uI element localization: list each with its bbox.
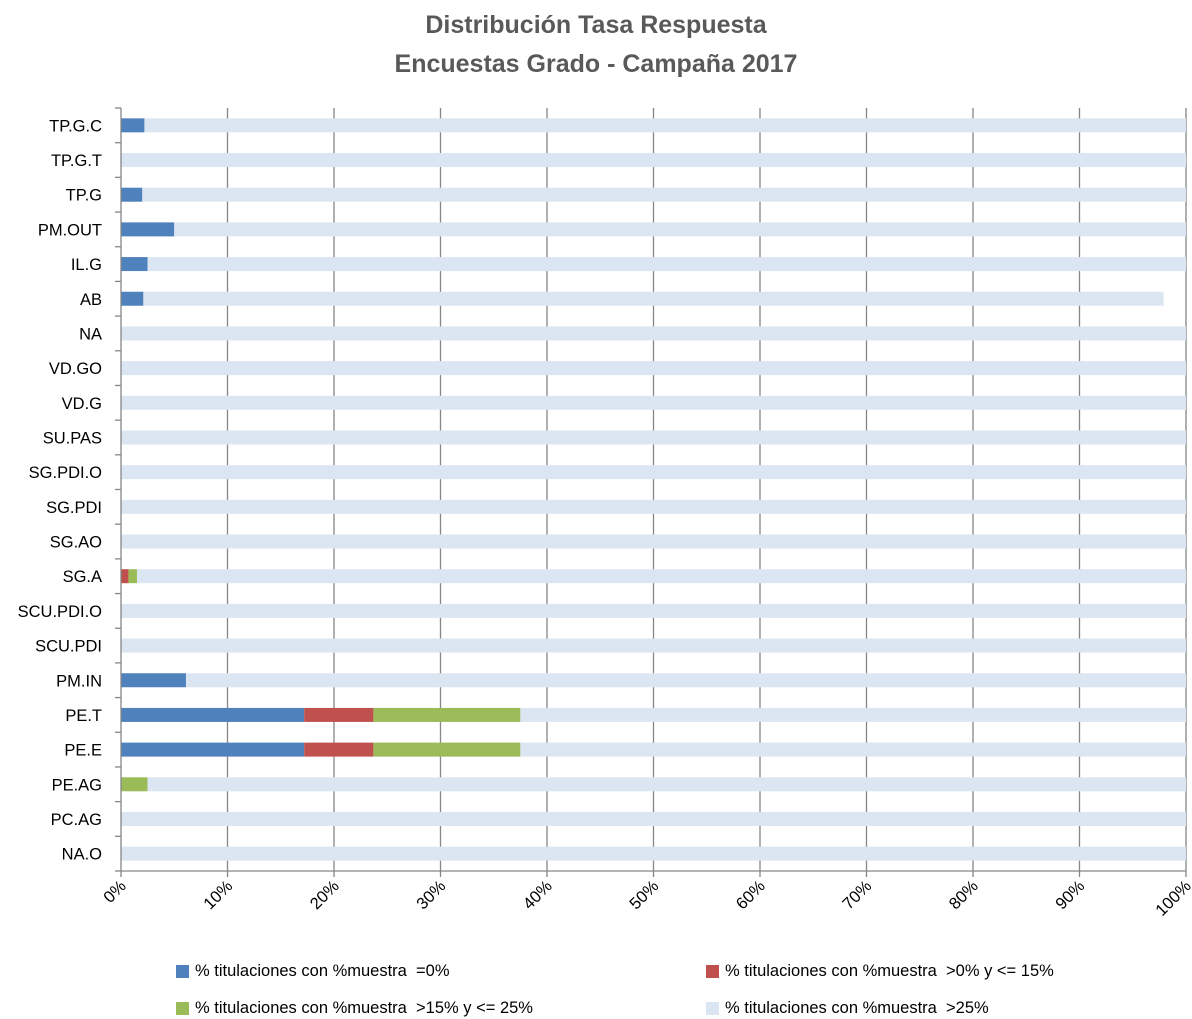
bar-segment <box>373 742 521 757</box>
bar-segment <box>121 742 305 757</box>
bar-segment <box>147 777 1186 792</box>
x-tick-label: 20% <box>307 877 343 913</box>
legend-swatch-red <box>706 965 719 978</box>
bar-segment <box>121 707 305 722</box>
legend-swatch-light <box>706 1002 719 1015</box>
category-label: SG.PDI <box>46 499 102 517</box>
category-label: NA <box>79 325 102 343</box>
bar-segment <box>121 534 1186 549</box>
bar-segment <box>121 395 1186 410</box>
category-label: SG.PDI.O <box>29 464 103 482</box>
legend-item-high: % titulaciones con %muestra >25% <box>706 999 989 1018</box>
bar-segment <box>128 569 137 584</box>
chart-legend: % titulaciones con %muestra =0% % titula… <box>0 950 1192 1019</box>
category-label: SCU.PDI.O <box>18 603 103 621</box>
x-tick-label: 40% <box>520 877 556 913</box>
legend-swatch-blue <box>176 965 189 978</box>
legend-item-zero: % titulaciones con %muestra =0% <box>176 962 450 981</box>
bar-segment <box>121 187 143 202</box>
bar-segment <box>373 707 521 722</box>
bar-segment <box>121 430 1186 445</box>
category-label: IL.G <box>71 256 102 274</box>
x-tick-label: 60% <box>733 877 769 913</box>
bar-segment <box>121 361 1186 376</box>
category-label: VD.GO <box>49 360 102 378</box>
bar-segment <box>121 222 175 237</box>
category-label: PM.IN <box>56 672 102 690</box>
bar-segment <box>142 187 1186 202</box>
bar-segment <box>147 257 1186 272</box>
bar-segment <box>174 222 1186 237</box>
category-label: VD.G <box>62 395 102 413</box>
category-label: NA.O <box>62 846 103 864</box>
chart-title-line-2: Encuestas Grado - Campaña 2017 <box>395 50 798 78</box>
bar-segment <box>144 118 1187 133</box>
legend-label: % titulaciones con %muestra =0% <box>195 962 450 980</box>
category-label: PE.AG <box>52 776 102 794</box>
bar-segment <box>520 707 1186 722</box>
bar-segment <box>143 291 1164 306</box>
category-label: PE.E <box>64 742 102 760</box>
x-tick-label: 70% <box>839 877 875 913</box>
category-label: PM.OUT <box>38 221 102 239</box>
x-tick-label: 50% <box>626 877 662 913</box>
bar-segment <box>121 499 1186 514</box>
x-tick-label: 100% <box>1152 877 1192 920</box>
chart-canvas: Distribución Tasa Respuesta Encuestas Gr… <box>18 11 1192 920</box>
category-label: PE.T <box>65 707 102 725</box>
legend-swatch-green <box>176 1002 189 1015</box>
category-label: PC.AG <box>51 811 102 829</box>
bar-segment <box>304 742 374 757</box>
category-label: TP.G.C <box>49 117 102 135</box>
bar-segment <box>121 257 148 272</box>
bar-segment <box>121 291 144 306</box>
bar-segment <box>121 465 1186 480</box>
category-label: TP.G.T <box>51 152 102 170</box>
bar-segment <box>121 846 1186 861</box>
bar-segment <box>121 153 1186 168</box>
bar-segment <box>520 742 1186 757</box>
legend-item-mid: % titulaciones con %muestra >15% y <= 25… <box>176 999 533 1018</box>
category-label: SG.AO <box>50 534 102 552</box>
legend-label: % titulaciones con %muestra >25% <box>725 999 989 1017</box>
chart-title-line-1: Distribución Tasa Respuesta <box>425 11 767 39</box>
category-label: AB <box>80 291 102 309</box>
bar-segment <box>121 603 1186 618</box>
x-tick-label: 10% <box>200 877 236 913</box>
bar-segment <box>304 707 374 722</box>
category-label: SCU.PDI <box>35 638 102 656</box>
bar-segment <box>136 569 1187 584</box>
category-label: TP.G <box>66 187 102 205</box>
bar-segment <box>185 673 1187 688</box>
bar-segment <box>121 673 186 688</box>
bar-segment <box>121 118 145 133</box>
legend-label: % titulaciones con %muestra >0% y <= 15% <box>725 962 1054 980</box>
legend-label: % titulaciones con %muestra >15% y <= 25… <box>195 999 533 1017</box>
x-tick-label: 90% <box>1052 877 1088 913</box>
x-tick-label: 0% <box>100 877 130 907</box>
x-tick-label: 80% <box>946 877 982 913</box>
bar-segment <box>121 638 1186 653</box>
bar-segment <box>121 811 1186 826</box>
x-tick-label: 30% <box>413 877 449 913</box>
bar-segment <box>121 777 148 792</box>
bar-segment <box>121 569 129 584</box>
legend-item-low: % titulaciones con %muestra >0% y <= 15% <box>706 962 1054 981</box>
bar-segment <box>121 326 1186 341</box>
category-label: SU.PAS <box>43 429 102 447</box>
category-label: SG.A <box>63 568 102 586</box>
